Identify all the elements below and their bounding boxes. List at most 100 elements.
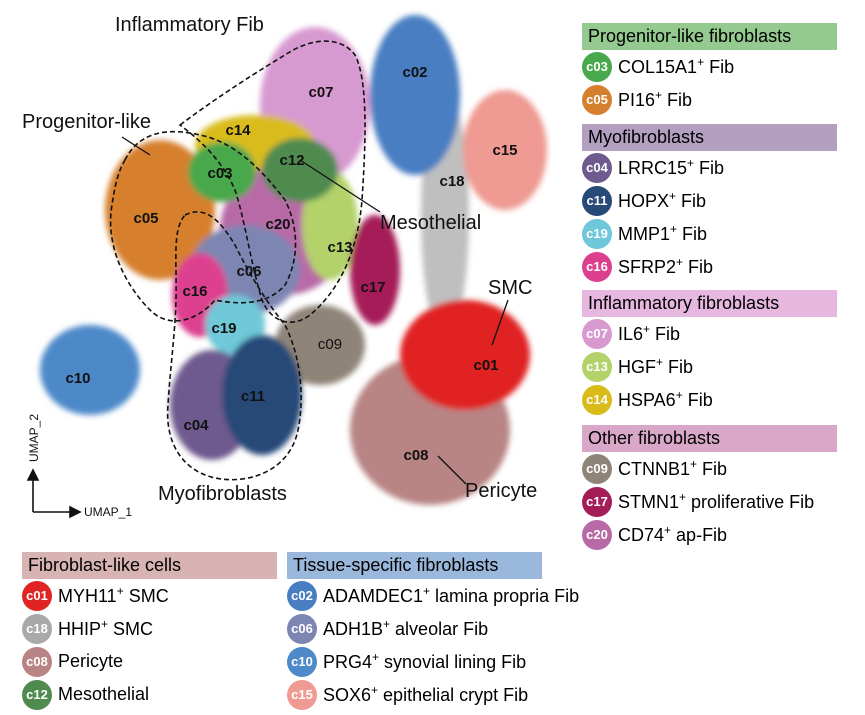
legend-group-title: Inflammatory fibroblasts <box>582 290 837 317</box>
legend-group: Progenitor-like fibroblasts c03 COL15A1+ F… <box>582 23 837 116</box>
legend-label: HGF+ Fib <box>618 355 694 377</box>
legend-badge: c14 <box>582 384 612 415</box>
cluster-c17 <box>350 215 400 325</box>
cluster-c01 <box>400 300 530 410</box>
cluster-label-c09: c09 <box>318 336 342 353</box>
cluster-label-c11: c11 <box>241 388 265 405</box>
legend-label: HSPA6+ Fib <box>618 388 713 410</box>
legend-label: HOPX+ Fib <box>618 189 707 211</box>
legend-item-c12: c12 Mesothelial <box>22 678 277 711</box>
legend-badge: c12 <box>22 679 52 710</box>
legend-badge: c08 <box>22 646 52 677</box>
legend-group: Fibroblast-like cells c01 MYH11+ SMC c18 HHI… <box>22 552 277 711</box>
legend-group: Inflammatory fibroblasts c07 IL6+ Fib c13 HG… <box>582 290 837 416</box>
legend-label: IL6+ Fib <box>618 322 681 344</box>
legend-group-title: Other fibroblasts <box>582 425 837 452</box>
cluster-label-c15: c15 <box>492 142 517 159</box>
annotations: Inflammatory Fib Progenitor-like Mesothe… <box>22 14 537 505</box>
legend-badge: c03 <box>582 51 612 82</box>
legend-item-c11: c11 HOPX+ Fib <box>582 184 837 217</box>
legend-group: Other fibroblasts c09 CTNNB1+ Fib c17 STMN1+… <box>582 425 837 551</box>
cluster-c02 <box>370 15 460 175</box>
cluster-label-c05: c05 <box>133 210 158 227</box>
annotation-inflammatory: Inflammatory Fib <box>115 14 264 36</box>
legend-group: Tissue-specific fibroblasts c02 ADAMDEC1+ … <box>287 552 579 711</box>
axis-x-label: UMAP_1 <box>84 505 132 519</box>
legend-label: PI16+ Fib <box>618 88 693 110</box>
legend-label: CTNNB1+ Fib <box>618 457 728 479</box>
legend-badge: c02 <box>287 580 317 611</box>
legend-label: Mesothelial <box>58 684 150 704</box>
legend-group-title: Fibroblast-like cells <box>22 552 277 579</box>
legend-label: STMN1+ proliferative Fib <box>618 490 815 512</box>
cluster-c05 <box>105 140 215 280</box>
legend-label: CD74+ ap-Fib <box>618 523 728 545</box>
legend-item-c02: c02 ADAMDEC1+ lamina propria Fib <box>287 579 579 612</box>
legend-badge: c10 <box>287 646 317 677</box>
legend-item-c14: c14 HSPA6+ Fib <box>582 383 837 416</box>
legend-item-c06: c06 ADH1B+ alveolar Fib <box>287 612 579 645</box>
legend-group-title: Myofibroblasts <box>582 124 837 151</box>
legend-item-c01: c01 MYH11+ SMC <box>22 579 277 612</box>
legend-badge: c15 <box>287 679 317 710</box>
legend-badge: c06 <box>287 613 317 644</box>
legend-item-c10: c10 PRG4+ synovial lining Fib <box>287 645 579 678</box>
annotation-myofibroblasts: Myofibroblasts <box>158 483 287 505</box>
legend-group-title: Tissue-specific fibroblasts <box>287 552 542 579</box>
cluster-label-c13: c13 <box>327 239 352 256</box>
cluster-label-c04: c04 <box>183 417 209 434</box>
legend-label: LRRC15+ Fib <box>618 156 725 178</box>
legend-item-c18: c18 HHIP+ SMC <box>22 612 277 645</box>
annotation-leaders <box>121 136 509 485</box>
axis-arrows <box>26 468 82 519</box>
cluster-label-c08: c08 <box>403 447 428 464</box>
legend-badge: c07 <box>582 318 612 349</box>
cluster-label-c16: c16 <box>182 283 207 300</box>
annotation-pericyte: Pericyte <box>465 480 537 502</box>
legend-group-title: Progenitor-like fibroblasts <box>582 23 837 50</box>
cluster-c10 <box>40 325 140 415</box>
legend-group: Myofibroblasts c04 LRRC15+ Fib c11 HOPX+ Fib… <box>582 124 837 283</box>
legend-label: MYH11+ SMC <box>58 584 169 606</box>
annotation-smc: SMC <box>488 277 532 299</box>
cluster-label-c06: c06 <box>236 263 261 280</box>
inflammatory-outline <box>178 40 366 324</box>
legend-item-c04: c04 LRRC15+ Fib <box>582 151 837 184</box>
annotation-mesothelial: Mesothelial <box>380 212 481 234</box>
cluster-c12 <box>262 138 338 202</box>
legend-badge: c17 <box>582 486 612 517</box>
legend-badge: c20 <box>582 519 612 550</box>
progenitor-outline <box>109 130 297 322</box>
cluster-label-c07: c07 <box>308 84 333 101</box>
legend-label: SOX6+ epithelial crypt Fib <box>323 683 529 705</box>
region-outlines <box>109 40 366 481</box>
legend-label: ADH1B+ alveolar Fib <box>323 617 489 639</box>
legend-badge: c01 <box>22 580 52 611</box>
legend-item-c08: c08 Pericyte <box>22 645 277 678</box>
legend-badge: c11 <box>582 185 612 216</box>
cluster-c03 <box>188 142 256 202</box>
cluster-label-c20: c20 <box>265 216 290 233</box>
cluster-label-c14: c14 <box>225 122 251 139</box>
legend-item-c03: c03 COL15A1+ Fib <box>582 50 837 83</box>
cluster-label-c18: c18 <box>439 173 464 190</box>
cluster-labels: c01 c02 c03 c04 c05 c06 c07 c08 c09 c10 c11 c12 c13 c… <box>65 64 517 464</box>
legend-badge: c13 <box>582 351 612 382</box>
legend-item-c17: c17 STMN1+ proliferative Fib <box>582 485 837 518</box>
legend-label: MMP1+ Fib <box>618 222 708 244</box>
cluster-label-c10: c10 <box>65 370 90 387</box>
legend-label: SFRP2+ Fib <box>618 255 714 277</box>
legend-item-c07: c07 IL6+ Fib <box>582 317 837 350</box>
legend-badge: c18 <box>22 613 52 644</box>
umap-plot: c01 c02 c03 c04 c05 c06 c07 c08 c09 c10 c11 c12 c13 c… <box>22 14 547 519</box>
cluster-label-c02: c02 <box>402 64 427 81</box>
legend-item-c05: c05 PI16+ Fib <box>582 83 837 116</box>
legend-item-c09: c09 CTNNB1+ Fib <box>582 452 837 485</box>
legend-label: HHIP+ SMC <box>58 617 154 639</box>
legend-item-c16: c16 SFRP2+ Fib <box>582 250 837 283</box>
cluster-label-c17: c17 <box>360 279 385 296</box>
axis-y-label: UMAP_2 <box>27 414 41 462</box>
legend-label: Pericyte <box>58 651 124 671</box>
legend-label: ADAMDEC1+ lamina propria Fib <box>323 584 580 606</box>
cluster-c11 <box>222 335 302 455</box>
